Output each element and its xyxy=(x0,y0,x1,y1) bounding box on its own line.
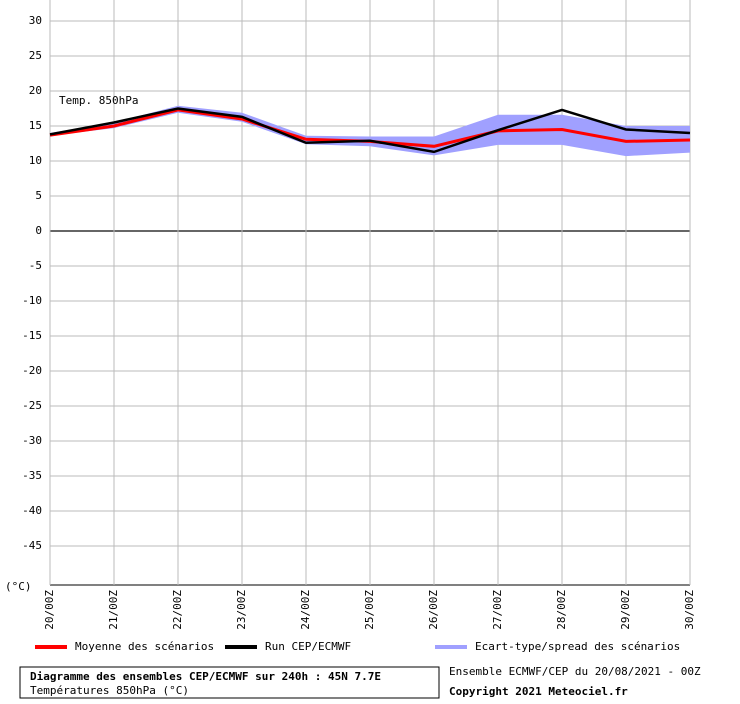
y-tick-label: 30 xyxy=(29,14,42,27)
legend-label: Moyenne des scénarios xyxy=(75,640,214,653)
y-tick-label: 25 xyxy=(29,49,42,62)
x-tick-label: 26/00Z xyxy=(427,590,440,630)
footer-copyright: Copyright 2021 Meteociel.fr xyxy=(449,685,628,698)
x-tick-label: 25/00Z xyxy=(363,590,376,630)
spread-band xyxy=(50,105,690,157)
footer-run: Ensemble ECMWF/CEP du 20/08/2021 - 00Z xyxy=(449,665,701,678)
y-tick-label: -30 xyxy=(22,434,42,447)
x-tick-label: 24/00Z xyxy=(299,590,312,630)
footer-subtitle: Températures 850hPa (°C) xyxy=(30,684,189,697)
x-tick-label: 22/00Z xyxy=(171,590,184,630)
x-tick-label: 23/00Z xyxy=(235,590,248,630)
x-tick-label: 30/00Z xyxy=(683,590,696,630)
x-tick-label: 21/00Z xyxy=(107,590,120,630)
y-tick-label: -35 xyxy=(22,469,42,482)
footer-title: Diagramme des ensembles CEP/ECMWF sur 24… xyxy=(30,670,381,683)
legend-label: Ecart-type/spread des scénarios xyxy=(475,640,680,653)
y-tick-label: 5 xyxy=(35,189,42,202)
y-tick-label: -15 xyxy=(22,329,42,342)
y-axis-label: (°C) xyxy=(5,580,32,593)
x-tick-label: 28/00Z xyxy=(555,590,568,630)
y-tick-label: 15 xyxy=(29,119,42,132)
y-tick-label: -25 xyxy=(22,399,42,412)
x-tick-label: 27/00Z xyxy=(491,590,504,630)
y-tick-label: 0 xyxy=(35,224,42,237)
y-tick-label: 20 xyxy=(29,84,42,97)
y-tick-label: -45 xyxy=(22,539,42,552)
legend-label: Run CEP/ECMWF xyxy=(265,640,351,653)
series-line xyxy=(49,107,691,154)
footer-box xyxy=(19,666,440,699)
y-tick-label: -40 xyxy=(22,504,42,517)
y-tick-label: -10 xyxy=(22,294,42,307)
y-tick-label: -5 xyxy=(29,259,42,272)
x-tick-label: 20/00Z xyxy=(43,590,56,630)
y-tick-label: 10 xyxy=(29,154,42,167)
annotation: Temp. 850hPa xyxy=(59,94,138,107)
x-tick-label: 29/00Z xyxy=(619,590,632,630)
y-tick-label: -20 xyxy=(22,364,42,377)
